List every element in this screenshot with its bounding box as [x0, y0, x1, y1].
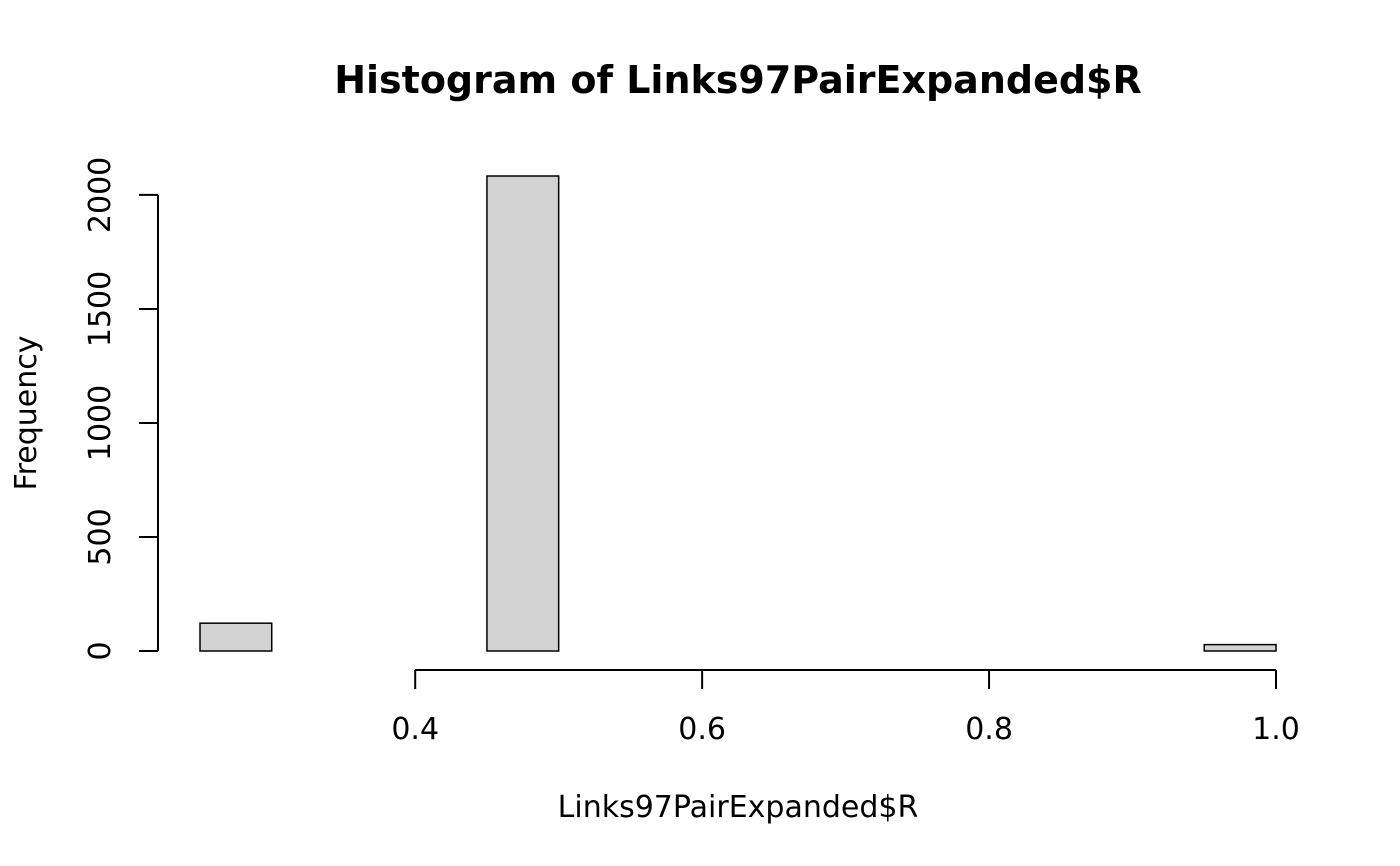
chart-title: Histogram of Links97PairExpanded$R: [334, 58, 1142, 102]
histogram-bar-14: [1203, 643, 1277, 652]
y-tick-label: 0: [83, 641, 118, 660]
y-tick-label: 1500: [83, 271, 118, 347]
x-tick-label: 0.4: [391, 712, 439, 747]
x-axis: 0.4 0.6 0.8 1.0: [391, 669, 1300, 747]
histogram-bars: [199, 175, 1277, 652]
y-axis: 0 500 1000 1500 2000: [83, 157, 159, 661]
y-axis-label: Frequency: [9, 336, 44, 491]
histogram-bar-0: [199, 622, 273, 652]
y-tick-label: 500: [83, 508, 118, 565]
x-tick-label: 0.8: [965, 712, 1013, 747]
x-axis-label: Links97PairExpanded$R: [558, 790, 919, 825]
x-tick-label: 1.0: [1252, 712, 1300, 747]
y-tick-label: 1000: [83, 385, 118, 461]
histogram-bar-4: [486, 175, 560, 652]
y-tick-label: 2000: [83, 157, 118, 233]
x-tick-label: 0.6: [678, 712, 726, 747]
